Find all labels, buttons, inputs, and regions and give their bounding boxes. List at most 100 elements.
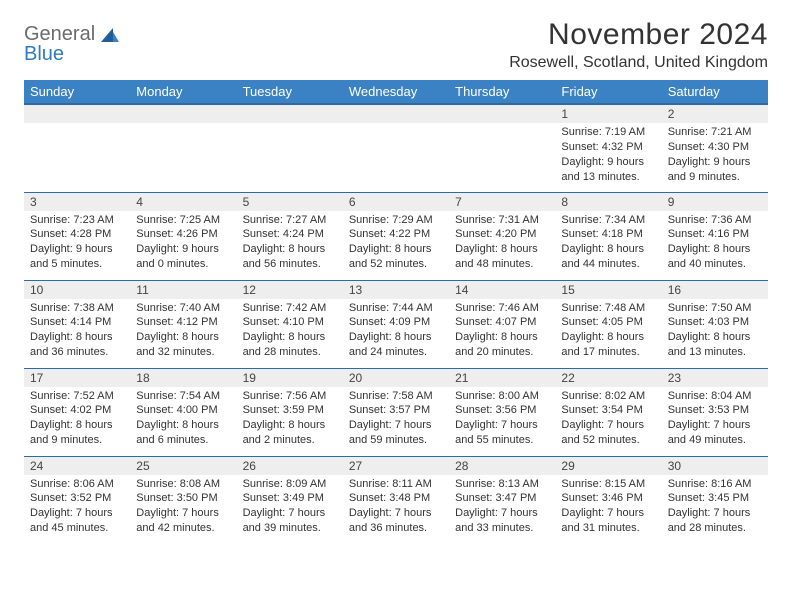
sunset-text: Sunset: 4:18 PM bbox=[561, 227, 655, 242]
day-body: Sunrise: 8:08 AMSunset: 3:50 PMDaylight:… bbox=[130, 475, 236, 540]
day-body-empty bbox=[24, 123, 130, 173]
sunrise-text: Sunrise: 7:31 AM bbox=[455, 213, 549, 228]
logo-word-1: General bbox=[24, 23, 95, 45]
calendar-day-cell: 23Sunrise: 8:04 AMSunset: 3:53 PMDayligh… bbox=[662, 368, 768, 456]
day-number-band: 13 bbox=[343, 281, 449, 299]
sunrise-text: Sunrise: 7:50 AM bbox=[668, 301, 762, 316]
day-number-band: 20 bbox=[343, 369, 449, 387]
daylight-text-1: Daylight: 8 hours bbox=[30, 330, 124, 345]
calendar-body: 1Sunrise: 7:19 AMSunset: 4:32 PMDaylight… bbox=[24, 104, 768, 544]
calendar-table: Sunday Monday Tuesday Wednesday Thursday… bbox=[24, 80, 768, 544]
day-body: Sunrise: 8:06 AMSunset: 3:52 PMDaylight:… bbox=[24, 475, 130, 540]
daylight-text-1: Daylight: 9 hours bbox=[136, 242, 230, 257]
sunrise-text: Sunrise: 7:21 AM bbox=[668, 125, 762, 140]
day-number-band: 29 bbox=[555, 457, 661, 475]
calendar-day-cell bbox=[130, 104, 236, 192]
weekday-header-row: Sunday Monday Tuesday Wednesday Thursday… bbox=[24, 80, 768, 104]
day-body: Sunrise: 7:25 AMSunset: 4:26 PMDaylight:… bbox=[130, 211, 236, 276]
sunrise-text: Sunrise: 8:06 AM bbox=[30, 477, 124, 492]
day-body: Sunrise: 7:34 AMSunset: 4:18 PMDaylight:… bbox=[555, 211, 661, 276]
sunset-text: Sunset: 3:59 PM bbox=[243, 403, 337, 418]
day-body: Sunrise: 7:29 AMSunset: 4:22 PMDaylight:… bbox=[343, 211, 449, 276]
calendar-week-row: 3Sunrise: 7:23 AMSunset: 4:28 PMDaylight… bbox=[24, 192, 768, 280]
day-body-empty bbox=[237, 123, 343, 173]
day-number-band: 4 bbox=[130, 193, 236, 211]
daylight-text-1: Daylight: 9 hours bbox=[30, 242, 124, 257]
sunrise-text: Sunrise: 7:23 AM bbox=[30, 213, 124, 228]
day-body: Sunrise: 7:58 AMSunset: 3:57 PMDaylight:… bbox=[343, 387, 449, 452]
sunset-text: Sunset: 4:22 PM bbox=[349, 227, 443, 242]
weekday-header: Thursday bbox=[449, 80, 555, 104]
day-body: Sunrise: 7:44 AMSunset: 4:09 PMDaylight:… bbox=[343, 299, 449, 364]
daylight-text-1: Daylight: 8 hours bbox=[455, 242, 549, 257]
sunset-text: Sunset: 4:09 PM bbox=[349, 315, 443, 330]
calendar-day-cell: 3Sunrise: 7:23 AMSunset: 4:28 PMDaylight… bbox=[24, 192, 130, 280]
sunrise-text: Sunrise: 7:27 AM bbox=[243, 213, 337, 228]
day-number-band: 6 bbox=[343, 193, 449, 211]
day-body: Sunrise: 7:42 AMSunset: 4:10 PMDaylight:… bbox=[237, 299, 343, 364]
day-body: Sunrise: 7:40 AMSunset: 4:12 PMDaylight:… bbox=[130, 299, 236, 364]
sunrise-text: Sunrise: 7:42 AM bbox=[243, 301, 337, 316]
daylight-text-2: and 48 minutes. bbox=[455, 257, 549, 272]
sunset-text: Sunset: 4:24 PM bbox=[243, 227, 337, 242]
calendar-day-cell: 25Sunrise: 8:08 AMSunset: 3:50 PMDayligh… bbox=[130, 456, 236, 544]
daylight-text-2: and 52 minutes. bbox=[349, 257, 443, 272]
day-number-band: 22 bbox=[555, 369, 661, 387]
sunrise-text: Sunrise: 8:16 AM bbox=[668, 477, 762, 492]
sunset-text: Sunset: 4:26 PM bbox=[136, 227, 230, 242]
daylight-text-1: Daylight: 8 hours bbox=[30, 418, 124, 433]
daylight-text-1: Daylight: 7 hours bbox=[561, 418, 655, 433]
day-number-band: 11 bbox=[130, 281, 236, 299]
calendar-day-cell: 21Sunrise: 8:00 AMSunset: 3:56 PMDayligh… bbox=[449, 368, 555, 456]
day-number-band: 10 bbox=[24, 281, 130, 299]
calendar-day-cell: 15Sunrise: 7:48 AMSunset: 4:05 PMDayligh… bbox=[555, 280, 661, 368]
sunrise-text: Sunrise: 7:52 AM bbox=[30, 389, 124, 404]
daylight-text-2: and 0 minutes. bbox=[136, 257, 230, 272]
day-body: Sunrise: 8:16 AMSunset: 3:45 PMDaylight:… bbox=[662, 475, 768, 540]
daylight-text-2: and 55 minutes. bbox=[455, 433, 549, 448]
daylight-text-1: Daylight: 8 hours bbox=[561, 242, 655, 257]
calendar-day-cell: 24Sunrise: 8:06 AMSunset: 3:52 PMDayligh… bbox=[24, 456, 130, 544]
weekday-header: Sunday bbox=[24, 80, 130, 104]
calendar-day-cell: 26Sunrise: 8:09 AMSunset: 3:49 PMDayligh… bbox=[237, 456, 343, 544]
sunset-text: Sunset: 3:50 PM bbox=[136, 491, 230, 506]
daylight-text-1: Daylight: 7 hours bbox=[668, 418, 762, 433]
calendar-week-row: 1Sunrise: 7:19 AMSunset: 4:32 PMDaylight… bbox=[24, 104, 768, 192]
day-number-band: 25 bbox=[130, 457, 236, 475]
daylight-text-1: Daylight: 9 hours bbox=[561, 155, 655, 170]
day-number-band: 12 bbox=[237, 281, 343, 299]
daylight-text-1: Daylight: 7 hours bbox=[349, 418, 443, 433]
day-body: Sunrise: 7:19 AMSunset: 4:32 PMDaylight:… bbox=[555, 123, 661, 188]
daylight-text-2: and 44 minutes. bbox=[561, 257, 655, 272]
calendar-day-cell: 6Sunrise: 7:29 AMSunset: 4:22 PMDaylight… bbox=[343, 192, 449, 280]
day-body-empty bbox=[343, 123, 449, 173]
daylight-text-1: Daylight: 9 hours bbox=[668, 155, 762, 170]
daylight-text-1: Daylight: 8 hours bbox=[136, 418, 230, 433]
sunrise-text: Sunrise: 8:15 AM bbox=[561, 477, 655, 492]
sunset-text: Sunset: 3:49 PM bbox=[243, 491, 337, 506]
daylight-text-2: and 59 minutes. bbox=[349, 433, 443, 448]
calendar-day-cell: 16Sunrise: 7:50 AMSunset: 4:03 PMDayligh… bbox=[662, 280, 768, 368]
daylight-text-1: Daylight: 7 hours bbox=[243, 506, 337, 521]
daylight-text-1: Daylight: 8 hours bbox=[136, 330, 230, 345]
day-number-band: 18 bbox=[130, 369, 236, 387]
sunrise-text: Sunrise: 7:54 AM bbox=[136, 389, 230, 404]
location-subtitle: Rosewell, Scotland, United Kingdom bbox=[509, 54, 768, 72]
daylight-text-2: and 52 minutes. bbox=[561, 433, 655, 448]
weekday-header: Friday bbox=[555, 80, 661, 104]
calendar-day-cell bbox=[449, 104, 555, 192]
sunrise-text: Sunrise: 8:09 AM bbox=[243, 477, 337, 492]
logo-word-2: Blue bbox=[24, 43, 64, 65]
weekday-header: Saturday bbox=[662, 80, 768, 104]
sunrise-text: Sunrise: 8:08 AM bbox=[136, 477, 230, 492]
day-body: Sunrise: 8:11 AMSunset: 3:48 PMDaylight:… bbox=[343, 475, 449, 540]
day-number-band: 2 bbox=[662, 105, 768, 123]
calendar-day-cell: 8Sunrise: 7:34 AMSunset: 4:18 PMDaylight… bbox=[555, 192, 661, 280]
day-number-band bbox=[343, 105, 449, 123]
day-body: Sunrise: 7:50 AMSunset: 4:03 PMDaylight:… bbox=[662, 299, 768, 364]
daylight-text-2: and 9 minutes. bbox=[668, 170, 762, 185]
daylight-text-2: and 5 minutes. bbox=[30, 257, 124, 272]
calendar-day-cell: 18Sunrise: 7:54 AMSunset: 4:00 PMDayligh… bbox=[130, 368, 236, 456]
sunset-text: Sunset: 3:47 PM bbox=[455, 491, 549, 506]
calendar-day-cell: 10Sunrise: 7:38 AMSunset: 4:14 PMDayligh… bbox=[24, 280, 130, 368]
